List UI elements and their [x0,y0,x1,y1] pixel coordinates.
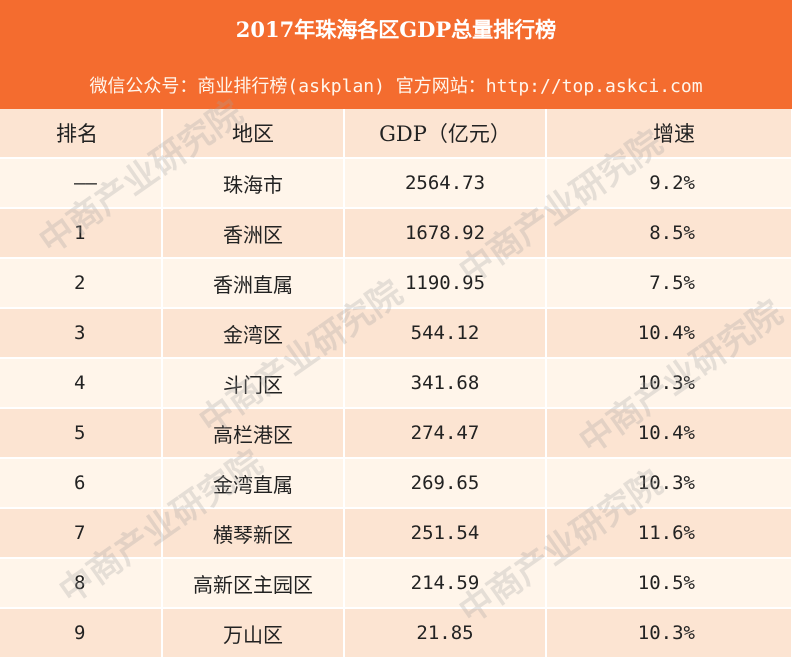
cell-growth: 11.6% [546,508,792,559]
cell-gdp: 274.47 [344,408,547,459]
cell-gdp: 1190.95 [344,258,547,309]
cell-growth: 10.5% [546,558,792,609]
page-subtitle: 微信公众号：商业排行榜(askplan) 官方网站：http://top.ask… [89,76,703,97]
cell-region: 万山区 [162,608,345,659]
cell-growth: 10.3% [546,358,792,409]
cell-gdp: 1678.92 [344,208,547,259]
cell-gdp: 544.12 [344,308,547,359]
table-row: 8 高新区主园区 214.59 10.5% [0,558,792,609]
cell-growth: 10.3% [546,608,792,659]
table-row: —— 珠海市 2564.73 9.2% [0,158,792,209]
cell-rank: 5 [0,408,163,459]
cell-region: 金湾直属 [162,458,345,509]
table-row: 7 横琴新区 251.54 11.6% [0,508,792,559]
cell-gdp: 214.59 [344,558,547,609]
cell-growth: 10.3% [546,458,792,509]
cell-rank: 3 [0,308,163,359]
cell-gdp: 2564.73 [344,158,547,209]
cell-rank: 9 [0,608,163,659]
table-row: 2 香洲直属 1190.95 7.5% [0,258,792,309]
cell-gdp: 21.85 [344,608,547,659]
column-header-gdp: GDP（亿元） [344,109,547,159]
cell-region: 高栏港区 [162,408,345,459]
cell-rank: 2 [0,258,163,309]
column-header-growth: 增速 [546,109,792,159]
table-header-row: 排名 地区 GDP（亿元） 增速 [0,109,792,159]
cell-region: 香洲区 [162,208,345,259]
cell-rank: 4 [0,358,163,409]
gdp-ranking-table: 排名 地区 GDP（亿元） 增速 —— 珠海市 2564.73 9.2% 1 香… [0,109,792,659]
page-title: 2017年珠海各区GDP总量排行榜 [235,17,557,42]
column-header-region: 地区 [162,109,345,159]
cell-gdp: 269.65 [344,458,547,509]
column-header-rank: 排名 [0,109,163,159]
table-row: 5 高栏港区 274.47 10.4% [0,408,792,459]
cell-growth: 7.5% [546,258,792,309]
cell-region: 金湾区 [162,308,345,359]
cell-rank: 8 [0,558,163,609]
cell-rank: —— [0,158,163,209]
cell-gdp: 341.68 [344,358,547,409]
cell-growth: 8.5% [546,208,792,259]
cell-region: 横琴新区 [162,508,345,559]
table-row: 4 斗门区 341.68 10.3% [0,358,792,409]
cell-region: 珠海市 [162,158,345,209]
table-row: 9 万山区 21.85 10.3% [0,608,792,659]
cell-growth: 10.4% [546,408,792,459]
cell-region: 香洲直属 [162,258,345,309]
table-row: 6 金湾直属 269.65 10.3% [0,458,792,509]
cell-region: 高新区主园区 [162,558,345,609]
cell-region: 斗门区 [162,358,345,409]
cell-rank: 1 [0,208,163,259]
cell-gdp: 251.54 [344,508,547,559]
cell-growth: 10.4% [546,308,792,359]
table-row: 1 香洲区 1678.92 8.5% [0,208,792,259]
cell-rank: 6 [0,458,163,509]
header-banner: 2017年珠海各区GDP总量排行榜 微信公众号：商业排行榜(askplan) 官… [0,0,792,109]
cell-rank: 7 [0,508,163,559]
table-row: 3 金湾区 544.12 10.4% [0,308,792,359]
cell-growth: 9.2% [546,158,792,209]
